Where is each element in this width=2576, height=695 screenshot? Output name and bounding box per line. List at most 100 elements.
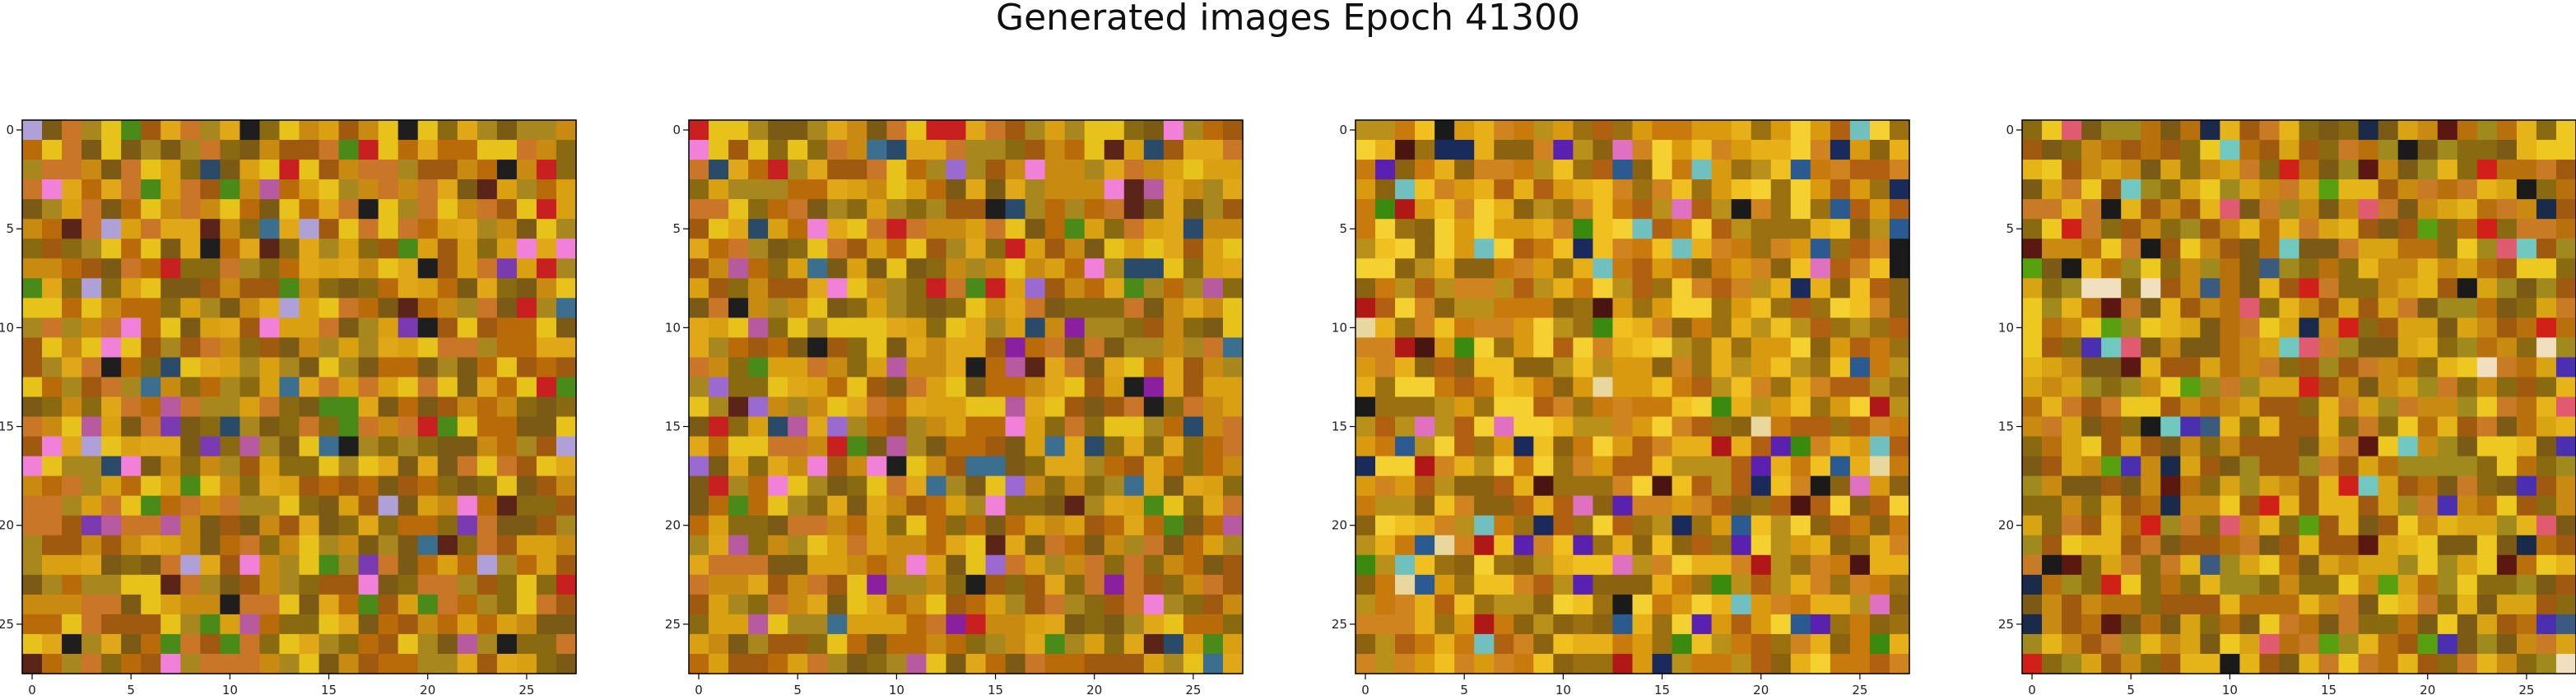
pixel-cell [1889, 298, 1910, 318]
pixel-cell [2318, 456, 2340, 477]
pixel-cell [728, 317, 749, 338]
pixel-cell [1163, 515, 1184, 536]
pixel-cell [338, 219, 360, 239]
pixel-cell [965, 495, 987, 517]
pixel-cell [1222, 219, 1244, 239]
pixel-cell [965, 239, 987, 259]
pixel-cell [946, 653, 967, 674]
pixel-cell [2457, 160, 2478, 180]
pixel-cell [2101, 396, 2122, 418]
pixel-cell [2180, 160, 2201, 180]
pixel-cell [2299, 614, 2320, 635]
pixel-cell [2417, 258, 2439, 279]
pixel-cell [886, 219, 907, 239]
pixel-cell [62, 535, 82, 556]
pixel-cell [1553, 416, 1574, 438]
pixel-cell [985, 120, 1007, 141]
pixel-cell [62, 278, 82, 299]
pixel-cell [2536, 535, 2557, 556]
pixel-cell [200, 475, 221, 497]
pixel-cell [847, 653, 867, 674]
pixel-cell [477, 377, 498, 398]
pixel-cell [1494, 160, 1514, 180]
pixel-cell [2200, 614, 2220, 635]
pixel-cell [2437, 515, 2458, 536]
pixel-cell [1573, 633, 1594, 655]
pixel-cell [2279, 416, 2300, 438]
pixel-cell [22, 199, 43, 220]
pixel-cell [1731, 614, 1752, 635]
pixel-cell [847, 436, 867, 457]
pixel-cell [536, 633, 557, 655]
pixel-cell [319, 574, 340, 595]
pixel-cell [1084, 120, 1105, 141]
pixel-cell [1593, 219, 1614, 239]
pixel-cell [2417, 535, 2439, 556]
pixel-cell [2180, 495, 2201, 517]
pixel-cell [2160, 554, 2181, 576]
pixel-cell [807, 594, 828, 615]
pixel-cell [1395, 179, 1416, 200]
pixel-cell [847, 495, 867, 517]
pixel-cell [556, 199, 577, 220]
pixel-cell [516, 377, 537, 398]
pixel-cell [1202, 239, 1224, 259]
pixel-cell [965, 160, 987, 180]
pixel-cell [1395, 475, 1416, 497]
pixel-cell [398, 614, 419, 635]
pixel-cell [220, 179, 240, 200]
pixel-cell [709, 140, 729, 160]
pixel-cell [1652, 475, 1673, 497]
pixel-cell [1355, 436, 1376, 457]
pixel-cell [807, 357, 828, 378]
pixel-cell [279, 396, 300, 418]
pixel-cell [1123, 357, 1145, 378]
pixel-cell [1434, 199, 1455, 220]
pixel-cell [42, 614, 63, 635]
pixel-cell [1533, 179, 1554, 200]
pixel-cell [259, 574, 281, 595]
pixel-cell [1672, 574, 1693, 595]
pixel-cell [180, 317, 201, 338]
pixel-cell [141, 377, 161, 398]
pixel-cell [827, 594, 848, 615]
pixel-cell [319, 258, 340, 279]
pixel-cell [2062, 653, 2082, 674]
pixel-cell [926, 436, 947, 457]
pixel-cell [437, 515, 458, 536]
pixel-cell [358, 199, 379, 220]
pixel-cell [1454, 396, 1475, 418]
pixel-cell [239, 120, 261, 141]
pixel-cell [965, 179, 987, 200]
pixel-cell [2536, 475, 2557, 497]
pixel-cell [2437, 614, 2458, 635]
pixel-cell [1434, 298, 1455, 318]
pixel-cell [709, 495, 729, 517]
pixel-cell [1869, 416, 1890, 438]
pixel-cell [867, 179, 887, 200]
pixel-cell [259, 456, 281, 477]
pixel-cell [1375, 140, 1396, 160]
pixel-cell [788, 160, 808, 180]
pixel-cell [827, 258, 848, 279]
pixel-cell [516, 396, 537, 418]
pixel-cell [2457, 653, 2478, 674]
pixel-cell [1355, 594, 1376, 615]
pixel-cell [457, 239, 478, 259]
pixel-cell [220, 436, 240, 457]
pixel-cell [867, 317, 887, 338]
pixel-cell [1869, 179, 1890, 200]
pixel-cell [1104, 219, 1125, 239]
pixel-cell [378, 219, 399, 239]
pixel-cell [709, 239, 729, 259]
pixel-cell [1889, 219, 1910, 239]
pixel-cell [1415, 436, 1435, 457]
pixel-cell [22, 436, 43, 457]
pixel-cell [906, 614, 928, 635]
pixel-cell [1830, 357, 1851, 378]
pixel-cell [2239, 199, 2261, 220]
pixel-cell [2101, 554, 2122, 576]
pixel-cell [398, 396, 419, 418]
pixel-cell [1612, 574, 1634, 595]
pixel-cell [1869, 535, 1890, 556]
